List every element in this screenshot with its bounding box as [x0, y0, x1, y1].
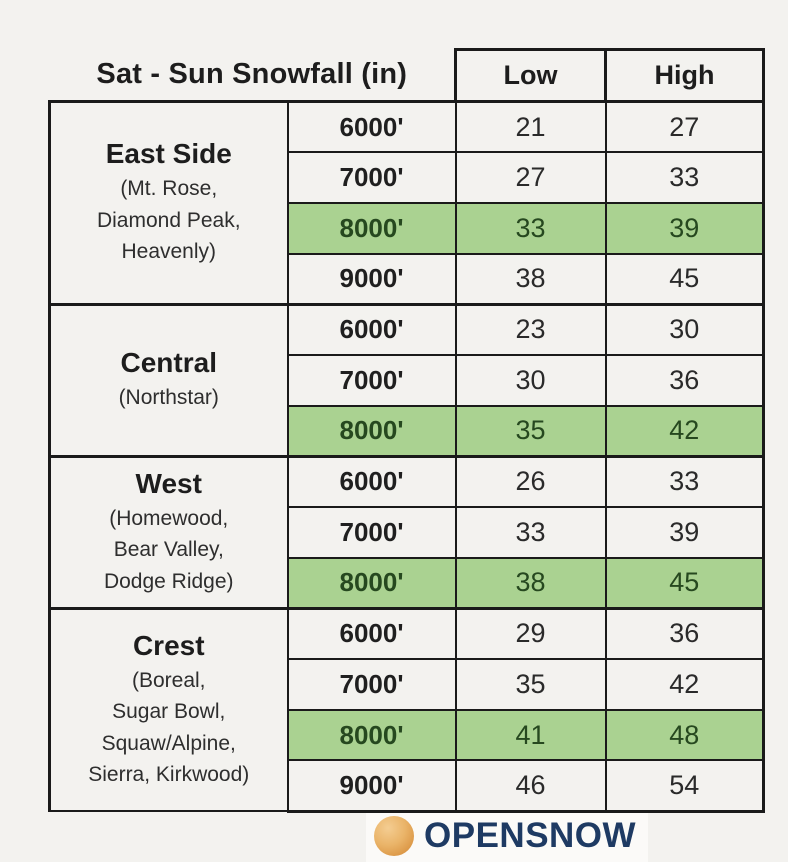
region-name: East Side	[105, 138, 232, 170]
elevation-cell: 6000'	[286, 454, 457, 508]
elevation-cell: 8000'	[286, 556, 457, 610]
low-value-cell: 33	[454, 201, 607, 255]
table-row: 9000' 38 45	[50, 252, 766, 306]
header-row: Sat - Sun Snowfall (in) Low High	[50, 48, 766, 103]
table-row-highlighted: 8000' 38 45	[50, 556, 766, 610]
resort-list-line: Squaw/Alpine,	[101, 731, 236, 755]
elevation-cell: 7000'	[286, 353, 457, 407]
table-row: 7000' 27 33	[50, 151, 766, 204]
high-value-cell: 45	[604, 556, 766, 610]
region-name: Central	[120, 347, 217, 379]
elevation-cell: 8000'	[286, 708, 457, 762]
high-value-cell: 39	[604, 201, 766, 255]
table-row: Crest (Boreal, Sugar Bowl, Squaw/Alpine,…	[48, 606, 766, 813]
resort-list-line: (Boreal,	[131, 668, 206, 692]
elevation-cell: 6000'	[286, 606, 457, 661]
opensnow-sun-icon	[374, 816, 414, 856]
resort-list-line: Diamond Peak,	[96, 208, 241, 232]
resort-list-line: (Northstar)	[118, 386, 219, 410]
low-value-cell: 21	[454, 100, 607, 154]
elevation-cell: 6000'	[286, 100, 457, 154]
region-name: Crest	[132, 629, 205, 661]
low-value-cell: 23	[454, 302, 607, 356]
region-cell-central: Central (Northstar)	[48, 302, 289, 458]
region-name: West	[135, 467, 202, 499]
table-row: Central (Northstar) 6000' 23 30	[48, 302, 766, 458]
table-row-highlighted: 8000' 33 39	[50, 201, 766, 255]
elevation-cell: 8000'	[286, 201, 457, 255]
low-value-cell: 26	[454, 454, 607, 508]
resort-list-line: (Homewood,	[109, 506, 229, 530]
elevation-cell: 7000'	[286, 151, 457, 204]
low-value-cell: 30	[454, 353, 607, 407]
high-value-cell: 30	[604, 302, 766, 356]
resort-list-line: Bear Valley,	[113, 538, 224, 562]
low-value-cell: 41	[454, 708, 607, 762]
high-value-cell: 45	[604, 252, 766, 306]
resort-list-line: Dodge Ridge)	[103, 569, 234, 593]
low-value-cell: 35	[454, 404, 607, 458]
low-value-cell: 29	[454, 606, 607, 661]
snowfall-forecast-table: Sat - Sun Snowfall (in) Low High East Si…	[48, 48, 766, 813]
region-cell-west: West (Homewood, Bear Valley, Dodge Ridge…	[48, 454, 289, 610]
low-value-cell: 27	[454, 151, 607, 204]
resort-list-line: Sugar Bowl,	[112, 700, 226, 723]
elevation-cell: 6000'	[286, 302, 457, 356]
region-cell-crest: Crest (Boreal, Sugar Bowl, Squaw/Alpine,…	[48, 606, 289, 813]
table-title: Sat - Sun Snowfall (in)	[96, 58, 408, 91]
elevation-cell: 7000'	[286, 506, 457, 559]
resort-list-line: Sierra, Kirkwood)	[88, 763, 250, 786]
table-row: 7000' 30 36	[50, 353, 766, 407]
low-value-cell: 35	[454, 658, 607, 711]
table-row: East Side (Mt. Rose, Diamond Peak, Heave…	[48, 100, 766, 306]
resort-list-line: Heavenly)	[121, 240, 217, 264]
elevation-cell: 9000'	[286, 759, 457, 813]
opensnow-brand-text: OPENSNOW	[424, 816, 637, 855]
table-row: West (Homewood, Bear Valley, Dodge Ridge…	[48, 454, 766, 610]
elevation-cell: 8000'	[286, 404, 457, 458]
low-column-header: Low	[454, 48, 608, 103]
table-row-highlighted: 8000' 41 48	[50, 708, 766, 762]
high-value-cell: 27	[604, 100, 766, 154]
high-value-cell: 48	[604, 708, 766, 762]
high-value-cell: 42	[604, 658, 766, 711]
region-cell-east-side: East Side (Mt. Rose, Diamond Peak, Heave…	[48, 100, 289, 306]
low-value-cell: 38	[454, 252, 607, 306]
high-value-cell: 36	[604, 606, 766, 661]
low-value-cell: 33	[454, 506, 607, 559]
high-value-cell: 33	[604, 151, 766, 204]
table-row: 7000' 35 42	[50, 658, 766, 711]
table-row: 9000' 46 54	[50, 759, 766, 813]
high-column-header: High	[604, 48, 766, 103]
high-value-cell: 39	[604, 506, 766, 559]
high-value-cell: 36	[604, 353, 766, 407]
low-value-cell: 46	[454, 759, 607, 813]
high-value-cell: 54	[604, 759, 766, 813]
opensnow-logo: OPENSNOW	[366, 813, 649, 862]
table-row: 7000' 33 39	[50, 506, 766, 559]
high-value-cell: 33	[604, 454, 766, 508]
elevation-cell: 9000'	[286, 252, 457, 306]
elevation-cell: 7000'	[286, 658, 457, 711]
table-row-highlighted: 8000' 35 42	[50, 404, 766, 458]
resort-list-line: (Mt. Rose,	[120, 177, 218, 201]
low-value-cell: 38	[454, 556, 607, 610]
high-value-cell: 42	[604, 404, 766, 458]
